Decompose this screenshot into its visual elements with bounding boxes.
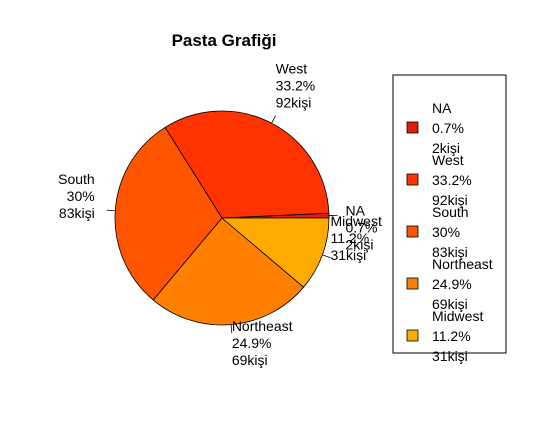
chart-title: Pasta Grafiği <box>172 31 277 50</box>
legend-swatch-south <box>406 225 419 238</box>
slice-label-west: West 33.2% 92kişi <box>276 61 316 111</box>
legend-swatch-na <box>406 121 419 134</box>
legend-swatch-northeast <box>406 277 419 290</box>
legend-label-na: NA 0.7% 2kişi <box>432 100 464 156</box>
legend-label-west: West 33.2% 92kişi <box>432 152 472 208</box>
pie-slice-midwest <box>220 217 330 288</box>
legend-label-south: South 30% 83kişi <box>432 204 469 260</box>
legend-label-northeast: Northeast 24.9% 69kişi <box>432 256 493 312</box>
slice-label-northeast: Northeast 24.9% 69kişi <box>232 318 293 368</box>
pie-slices <box>114 110 330 326</box>
label-tick-midwest <box>322 254 331 259</box>
legend-box <box>392 74 507 354</box>
label-tick-south <box>106 209 116 212</box>
slice-labels: NA 0.7% 2kişi West 33.2% 92kişi South 30% 83kişi… <box>58 61 382 369</box>
slice-label-midwest: Midwest 11.2% 31kişi <box>330 213 381 263</box>
pie-slice-west <box>164 110 330 219</box>
pie-slice-south <box>114 126 223 301</box>
slice-label-na: NA 0.7% 2kişi <box>346 202 378 252</box>
label-tick-northeast <box>230 324 233 334</box>
legend-swatch-west <box>406 173 419 186</box>
label-tick-west <box>271 115 276 124</box>
slice-label-south: South 30% 83kişi <box>58 171 95 221</box>
legend-swatch-midwest <box>406 329 419 342</box>
legend-label-midwest: Midwest 11.2% 31kişi <box>432 308 483 364</box>
